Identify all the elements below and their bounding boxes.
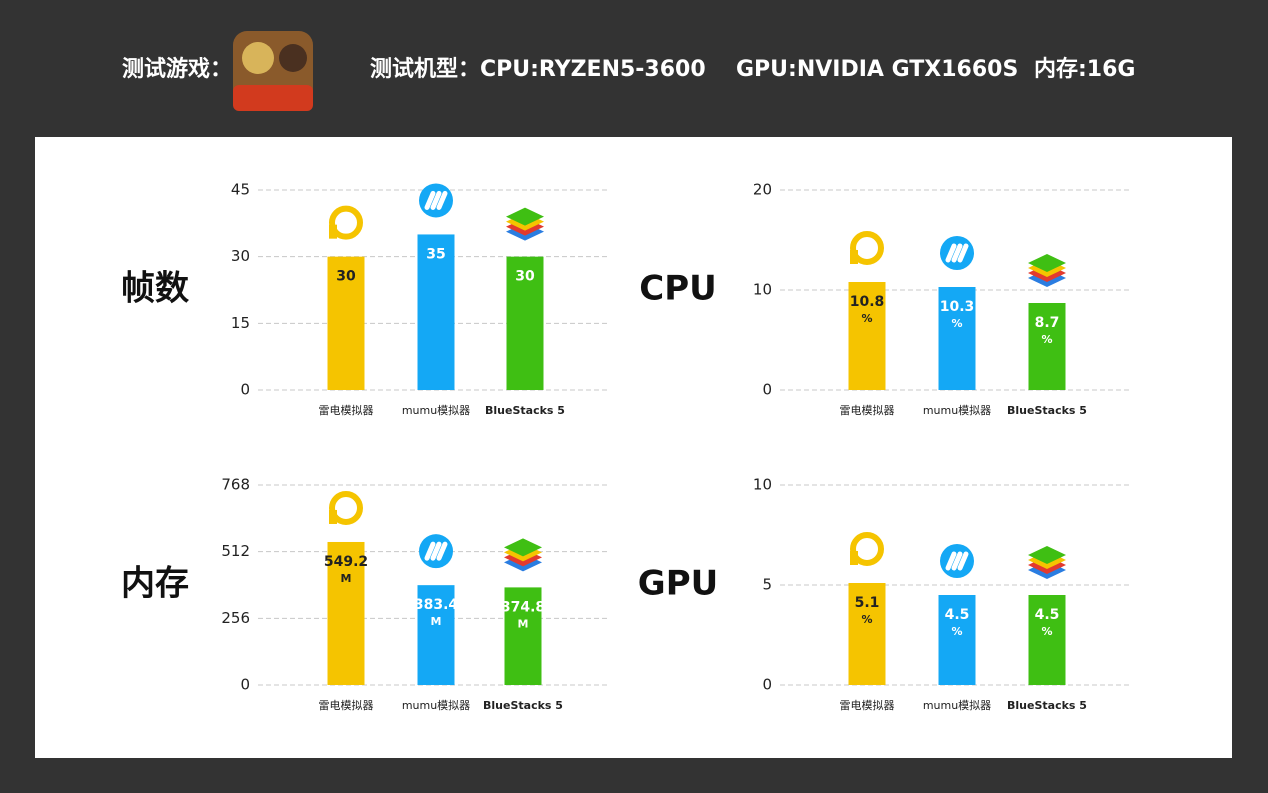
y-tick-label: 10 (753, 281, 772, 299)
unit-label: % (1041, 625, 1052, 638)
y-tick-label: 768 (221, 476, 250, 494)
value-label: 30 (515, 269, 535, 285)
bar (417, 585, 455, 685)
logo-shape (850, 250, 858, 264)
unit-label: % (861, 613, 872, 626)
unit-label: M (518, 617, 529, 630)
value-label: 549.2 (324, 554, 368, 570)
logo-shape (329, 490, 363, 525)
bar (938, 595, 976, 685)
bar (327, 256, 365, 390)
brand-logo (1028, 254, 1066, 287)
logo-shape (850, 532, 884, 566)
chart-title: GPU (638, 564, 718, 604)
value-label: 4.5 (945, 607, 970, 623)
x-tick-label: mumu模拟器 (923, 403, 991, 417)
y-tick-label: 15 (231, 314, 250, 332)
y-tick-label: 512 (221, 542, 250, 560)
logo-shape (945, 551, 969, 571)
logo-shape (329, 205, 363, 240)
unit-label: M (431, 615, 442, 628)
logo-shape (504, 538, 542, 557)
x-tick-label: BlueStacks 5 (1007, 404, 1087, 417)
unit-label: M (341, 572, 352, 585)
brand-logo (850, 532, 884, 566)
value-label: 30 (336, 269, 356, 285)
logo-shape (506, 207, 544, 226)
bar (327, 541, 365, 685)
bar (848, 282, 886, 390)
unit-label: % (861, 312, 872, 325)
unit-label: % (1041, 333, 1052, 346)
chart-title: 帧数 (121, 269, 189, 309)
chart-title: CPU (639, 269, 716, 309)
bar (1028, 595, 1066, 685)
gpu-spec: GPU:NVIDIA GTX1660S (736, 57, 1018, 82)
bar (848, 583, 886, 685)
brand-logo (504, 538, 542, 572)
brand-logo (506, 207, 544, 241)
y-tick-label: 20 (753, 181, 772, 199)
logo-shape (1028, 254, 1066, 272)
bar (504, 587, 542, 685)
memory-spec: 内存:16G (1034, 56, 1135, 82)
x-tick-label: 雷电模拟器 (319, 403, 374, 417)
cpu-spec: CPU:RYZEN5-3600 (480, 57, 706, 82)
brand-logo (940, 544, 974, 578)
value-label: 5.1 (855, 595, 880, 611)
logo-shape (945, 243, 969, 263)
logo-shape (424, 541, 448, 561)
device-label: 测试机型： (370, 57, 480, 82)
brand-logo (329, 205, 363, 240)
logo-shape (424, 190, 448, 210)
value-label: 383.4 (414, 597, 459, 613)
logo-shape (1028, 546, 1066, 564)
value-label: 374.8 (501, 599, 545, 615)
game-icon (233, 31, 313, 111)
value-label: 4.5 (1035, 607, 1060, 623)
x-tick-label: mumu模拟器 (402, 698, 470, 712)
bar (417, 234, 455, 390)
logo-shape (850, 231, 884, 265)
x-tick-label: 雷电模拟器 (840, 403, 895, 417)
brand-logo (940, 236, 974, 270)
game-label: 测试游戏： (122, 56, 232, 82)
unit-label: % (951, 317, 962, 330)
y-tick-label: 256 (221, 609, 250, 627)
y-tick-label: 5 (762, 576, 772, 594)
x-tick-label: mumu模拟器 (923, 698, 991, 712)
brand-logo (1028, 546, 1066, 579)
value-label: 10.3 (940, 299, 975, 315)
x-tick-label: 雷电模拟器 (840, 698, 895, 712)
y-tick-label: 30 (231, 247, 250, 265)
y-tick-label: 0 (240, 676, 250, 694)
logo-shape (329, 224, 337, 239)
x-tick-label: 雷电模拟器 (319, 698, 374, 712)
unit-label: % (951, 625, 962, 638)
brand-logo (329, 490, 363, 525)
value-label: 10.8 (850, 294, 885, 310)
brand-logo (850, 231, 884, 265)
logo-shape (329, 509, 337, 524)
x-tick-label: BlueStacks 5 (485, 404, 565, 417)
y-tick-label: 0 (240, 381, 250, 399)
y-tick-label: 45 (231, 181, 250, 199)
bar (506, 256, 544, 390)
y-tick-label: 10 (753, 476, 772, 494)
x-tick-label: BlueStacks 5 (483, 699, 563, 712)
y-tick-label: 0 (762, 381, 772, 399)
brand-logo (419, 183, 453, 218)
y-tick-label: 0 (762, 676, 772, 694)
x-tick-label: BlueStacks 5 (1007, 699, 1087, 712)
logo-shape (850, 551, 858, 565)
brand-logo (419, 534, 453, 569)
value-label: 8.7 (1035, 315, 1060, 331)
bar (1028, 303, 1066, 390)
bar (938, 287, 976, 390)
chart-title: 内存 (121, 564, 189, 604)
value-label: 35 (426, 246, 445, 262)
x-tick-label: mumu模拟器 (402, 403, 470, 417)
